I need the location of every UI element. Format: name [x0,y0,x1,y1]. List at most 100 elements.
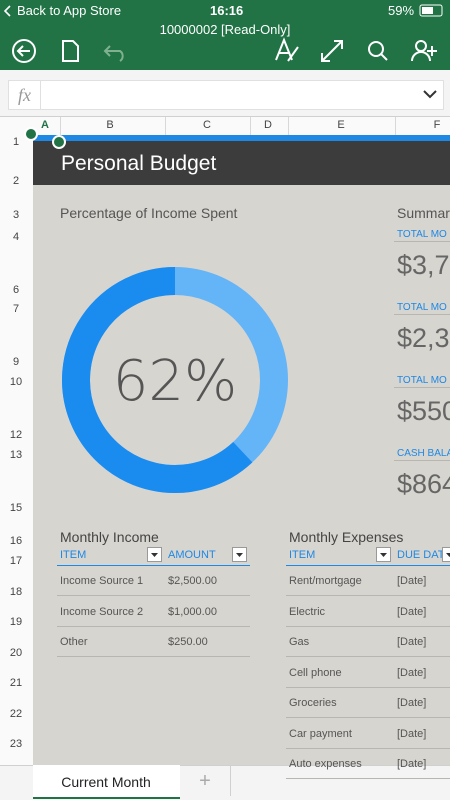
row-header: 10 [9,376,23,388]
donut-chart: 62% [62,267,288,493]
row-header: 19 [9,616,23,628]
column-header: F [433,119,441,131]
row-header: 15 [9,502,23,514]
row-header: 23 [9,738,23,750]
table-heading: Monthly Income [60,529,159,545]
search-button[interactable] [368,41,384,57]
filter-dropdown[interactable] [376,547,391,562]
filter-dropdown[interactable] [442,547,450,562]
document-title: 10000002 [Read-Only] [159,22,291,37]
column-label: DUE DATE [397,549,450,561]
share-button[interactable] [415,40,427,52]
cell-text: Car payment [289,727,352,740]
column-header: A [41,119,49,131]
row-rule [286,656,450,657]
table-heading: Monthly Expenses [289,529,404,545]
title-band [33,141,450,185]
sheet-tab-label[interactable]: Current Month [61,774,151,790]
selection-bar [33,135,450,141]
edit-button[interactable] [275,37,299,62]
row-header: 21 [9,677,23,689]
summary-rule [394,387,450,388]
cell-text: $1,000.00 [168,605,217,618]
cell-text: [Date] [397,636,427,648]
summary-label: TOTAL MO [397,375,447,386]
column-divider [60,117,61,135]
filter-dropdown[interactable] [232,547,247,562]
add-sheet[interactable]: + [199,770,211,792]
battery: 59% [388,3,415,18]
sheet-tab[interactable] [33,765,180,799]
column-header: D [264,119,272,131]
summary-rule [394,460,450,461]
undo-button[interactable] [103,45,124,62]
row-header: 7 [12,303,20,315]
sheet-title: Personal Budget [61,152,217,175]
file-button[interactable] [62,40,79,62]
summary-value: $550 [397,396,450,426]
sheet-body [33,185,450,765]
app-header [0,0,450,70]
summary-value: $864 [397,469,450,499]
summary-label: CASH BALA [397,448,450,459]
summary-label: TOTAL MO [397,229,447,240]
column-header: E [337,119,345,131]
cell-text: $250.00 [168,636,208,648]
cell-text: Auto expenses [289,758,362,770]
header-rule [57,565,250,566]
formula-input[interactable] [8,80,444,110]
toolbar-icons [3,4,443,63]
cell-text: [Date] [397,666,427,679]
divider [230,766,231,796]
cell-text: Groceries [289,697,337,709]
column-label: ITEM [289,549,316,561]
divider [40,80,41,110]
row-rule [286,595,450,596]
summary-label: TOTAL MO [397,302,447,313]
summary-heading: Summar [397,205,450,221]
row-header: 18 [9,586,23,598]
row-header: 4 [12,231,20,243]
row-header: 12 [9,429,23,441]
cell-text: Income Source 1 [60,575,144,587]
row-header: 3 [12,209,20,221]
selection-handles [24,127,66,149]
row-header: 20 [9,647,23,659]
row-header: 22 [9,708,23,720]
row-rule [286,717,450,718]
cell-text: $2,500.00 [168,575,217,587]
cell-text: [Date] [397,727,427,740]
cell-text: [Date] [397,575,427,587]
back-to-app[interactable]: Back to App Store [17,3,122,18]
cell-text: Gas [289,636,310,648]
clock: 16:16 [210,3,244,18]
summary-value: $3,7 [397,250,450,280]
column-divider [395,117,396,135]
cell-text: Rent/mortgage [289,575,362,587]
column-divider [288,117,289,135]
column-label: ITEM [60,549,87,561]
cell-text: Other [60,636,88,648]
cell-text: [Date] [397,605,427,618]
fx-label: fx [18,85,31,105]
header-rule [286,565,450,566]
summary-rule [394,241,450,242]
column-header: C [203,119,211,131]
expand-formula[interactable] [420,86,440,102]
column-divider [250,117,251,135]
fullscreen-button[interactable] [321,40,343,62]
row-rule [57,595,250,596]
cell-text: Cell phone [289,666,342,679]
filter-dropdown[interactable] [147,547,162,562]
row-rule [57,625,250,627]
back-button[interactable] [12,39,36,63]
summary-value: $2,3 [397,323,450,353]
column-label: AMOUNT [168,549,216,561]
donut-label: 62% [113,349,237,414]
cell-text: [Date] [397,758,427,770]
row-rule [286,778,450,779]
donut-segment [62,267,253,493]
column-header: B [106,119,114,131]
chart-title: Percentage of Income Spent [60,205,238,221]
